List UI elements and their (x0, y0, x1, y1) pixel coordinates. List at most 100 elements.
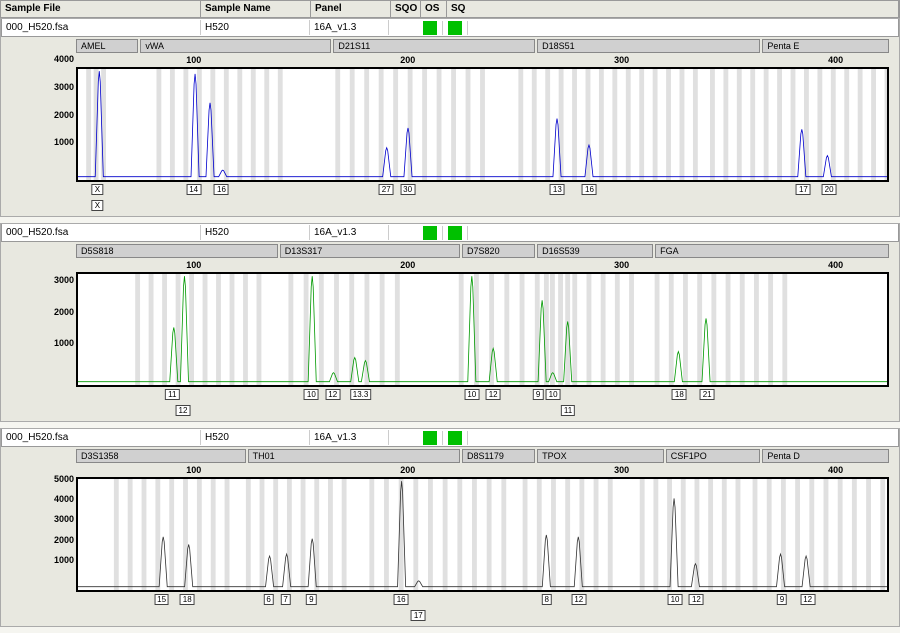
allele-call[interactable]: 18 (180, 594, 195, 605)
locus-label: D5S818 (76, 244, 278, 258)
allele-call-row: X 14 16 27 30 13 16 17 20 (76, 184, 889, 198)
allele-call[interactable]: 21 (700, 389, 715, 400)
y-tick-label: 4000 (54, 494, 74, 504)
allele-call[interactable]: 15 (154, 594, 169, 605)
chromatogram-chart[interactable]: 100020003000 (76, 272, 889, 387)
y-tick-label: 3000 (54, 275, 74, 285)
y-tick-label: 3000 (54, 514, 74, 524)
locus-header-row: AMELvWAD21S11D18S51Penta E (1, 37, 899, 55)
allele-call[interactable]: 10 (464, 389, 479, 400)
sample-name-value: H520 (201, 225, 310, 240)
allele-call[interactable]: 12 (571, 594, 586, 605)
allele-call[interactable]: X (92, 200, 103, 211)
allele-call[interactable]: 10 (668, 594, 683, 605)
allele-call[interactable]: 10 (304, 389, 319, 400)
locus-label: D16S539 (537, 244, 653, 258)
x-axis: 100 200 300 400 (151, 465, 900, 477)
sample-info-row: 000_H520.fsa H520 16A_v1.3 (1, 224, 899, 242)
allele-call[interactable]: 16 (582, 184, 597, 195)
x-tick-label: 300 (614, 465, 629, 475)
os-status (418, 431, 443, 445)
allele-call[interactable]: 18 (672, 389, 687, 400)
locus-label: TPOX (537, 449, 664, 463)
sample-name-value: H520 (201, 430, 310, 445)
locus-label: CSF1PO (666, 449, 761, 463)
y-tick-label: 4000 (54, 54, 74, 64)
x-tick-label: 100 (186, 465, 201, 475)
allele-call[interactable]: 12 (325, 389, 340, 400)
col-os: OS (421, 1, 447, 17)
allele-call[interactable]: 12 (486, 389, 501, 400)
allele-call[interactable]: 16 (214, 184, 229, 195)
allele-call[interactable]: 30 (400, 184, 415, 195)
locus-label: D7S820 (462, 244, 535, 258)
allele-call[interactable]: 13 (550, 184, 565, 195)
allele-call[interactable]: 12 (800, 594, 815, 605)
allele-call[interactable]: 7 (280, 594, 290, 605)
x-tick-label: 300 (614, 55, 629, 65)
y-tick-label: 2000 (54, 307, 74, 317)
status-icon (423, 431, 437, 445)
allele-call[interactable]: X (92, 184, 103, 195)
allele-call[interactable]: 6 (263, 594, 273, 605)
locus-label: D18S51 (537, 39, 760, 53)
trace-svg (78, 274, 887, 385)
status-icon (423, 226, 437, 240)
y-tick-label: 2000 (54, 110, 74, 120)
allele-call[interactable]: 27 (379, 184, 394, 195)
y-tick-label: 1000 (54, 137, 74, 147)
locus-label: Penta D (762, 449, 889, 463)
y-axis: 1000200030004000 (38, 69, 76, 180)
allele-call-row: 11101213.310129101821 (76, 389, 889, 403)
locus-label: AMEL (76, 39, 138, 53)
electropherogram-panel: 000_H520.fsa H520 16A_v1.3 D3S1358TH01D8… (0, 428, 900, 627)
allele-call[interactable]: 8 (541, 594, 551, 605)
chromatogram-chart[interactable]: 1000200030004000 (76, 67, 889, 182)
sample-file-value: 000_H520.fsa (2, 430, 201, 445)
col-sample-file: Sample File (1, 1, 201, 17)
y-tick-label: 1000 (54, 338, 74, 348)
col-sqo: SQO (391, 1, 421, 17)
allele-call[interactable]: 12 (689, 594, 704, 605)
status-icon (448, 226, 462, 240)
locus-header-row: D5S818D13S317D7S820D16S539FGA (1, 242, 899, 260)
trace-svg (78, 69, 887, 180)
allele-call[interactable]: 11 (561, 405, 575, 416)
col-sample-name: Sample Name (201, 1, 311, 17)
electropherogram-panel: 000_H520.fsa H520 16A_v1.3 D5S818D13S317… (0, 223, 900, 422)
status-icon (423, 21, 437, 35)
x-tick-label: 100 (186, 260, 201, 270)
allele-call[interactable]: 9 (306, 594, 316, 605)
sample-info-row: 000_H520.fsa H520 16A_v1.3 (1, 19, 899, 37)
allele-call[interactable]: 16 (394, 594, 409, 605)
allele-call[interactable]: 10 (546, 389, 561, 400)
allele-call[interactable]: 13.3 (350, 389, 372, 400)
x-axis: 100200300400 (151, 260, 900, 272)
y-axis: 1000 2000 3000 (38, 274, 76, 385)
os-status (418, 226, 443, 240)
y-tick-label: 2000 (54, 535, 74, 545)
chromatogram-chart[interactable]: 10002000300040005000 (76, 477, 889, 592)
sq-status (443, 431, 468, 445)
allele-call[interactable]: 20 (822, 184, 837, 195)
allele-call[interactable]: 17 (796, 184, 811, 195)
x-tick-label: 400 (828, 465, 843, 475)
status-icon (448, 431, 462, 445)
allele-call[interactable]: 14 (186, 184, 201, 195)
allele-call[interactable]: 9 (533, 389, 543, 400)
allele-call-row: 15 18 67 9 16 8 12 10 12 9 12 (76, 594, 889, 608)
panel-value: 16A_v1.3 (310, 430, 389, 445)
allele-call[interactable]: 9 (777, 594, 787, 605)
sample-info-row: 000_H520.fsa H520 16A_v1.3 (1, 429, 899, 447)
locus-label: D3S1358 (76, 449, 246, 463)
sample-file-value: 000_H520.fsa (2, 20, 201, 35)
allele-call[interactable]: 12 (176, 405, 191, 416)
status-icon (448, 21, 462, 35)
allele-call[interactable]: 11 (165, 389, 179, 400)
x-tick-label: 200 (400, 465, 415, 475)
x-tick-label: 200 (400, 55, 415, 65)
locus-label: vWA (140, 39, 331, 53)
allele-call-row: 12 11 (76, 405, 889, 419)
allele-call[interactable]: 17 (411, 610, 426, 621)
locus-label: D21S11 (333, 39, 535, 53)
